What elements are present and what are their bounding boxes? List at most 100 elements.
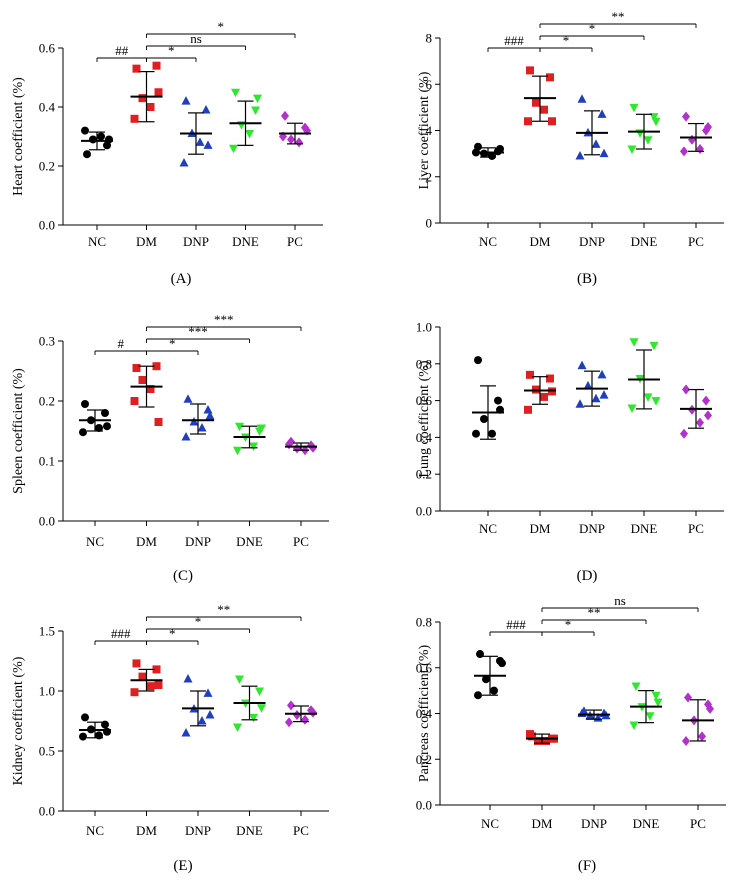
y-tick-label: 1.0: [39, 684, 55, 699]
y-axis-label: Pancreas coefficient (%): [417, 645, 432, 783]
significance-label: *: [218, 19, 225, 34]
chart-panel-d: 0.0 0.2 0.4 0.6 0.8 1.0 NC DM DNP DNE PC Lung coeff…: [416, 320, 724, 584]
data-point-dm: [132, 364, 141, 372]
data-point-dne: [229, 144, 238, 154]
data-point-dnp: [583, 380, 593, 390]
x-tick-label: NC: [479, 521, 497, 536]
data-point-dne: [635, 129, 645, 138]
significance-label: ***: [214, 312, 234, 327]
y-tick-label: 0.6: [39, 41, 56, 56]
data-point-dm: [154, 681, 163, 689]
data-point-dne: [233, 446, 242, 456]
data-point-dnp: [577, 360, 587, 370]
data-point-dne: [643, 136, 653, 145]
x-tick-label: NC: [86, 534, 104, 549]
x-tick-label: NC: [481, 816, 499, 831]
data-point-dne: [233, 723, 242, 732]
data-point-pc: [696, 144, 704, 154]
data-point-pc: [698, 731, 706, 742]
data-point-dm: [146, 682, 155, 691]
data-point-pc: [704, 410, 712, 421]
panel-label: (A): [171, 271, 192, 287]
data-point-nc: [474, 691, 482, 700]
significance-label: **: [588, 605, 601, 620]
data-point-nc: [81, 400, 89, 408]
x-tick-label: DNE: [631, 234, 658, 249]
data-point-nc: [474, 356, 482, 365]
data-point-dm: [546, 374, 554, 383]
data-point-dnp: [183, 394, 193, 403]
data-point-dne: [651, 117, 661, 127]
data-point-nc: [79, 732, 87, 741]
data-point-nc: [103, 422, 111, 431]
data-point-dm: [152, 61, 161, 70]
panel-label: (B): [577, 271, 597, 287]
y-tick-label: 0.4: [416, 430, 433, 445]
x-tick-label: DNE: [633, 816, 660, 831]
data-point-dnp: [189, 417, 199, 426]
data-point-dnp: [201, 104, 211, 114]
data-point-dne: [257, 424, 266, 433]
y-tick-label: 0.3: [39, 334, 55, 349]
data-point-dm: [138, 94, 147, 103]
x-tick-label: DM: [136, 234, 157, 249]
x-tick-label: NC: [479, 234, 497, 249]
data-point-pc: [293, 710, 301, 720]
data-point-pc: [688, 134, 696, 145]
x-tick-label: DNE: [236, 823, 263, 838]
data-point-pc: [702, 395, 710, 406]
data-point-dne: [653, 698, 663, 708]
significance-label: ###: [506, 617, 526, 632]
data-point-dnp: [181, 96, 191, 105]
y-tick-label: 0.0: [39, 218, 55, 233]
data-point-dm: [534, 736, 542, 745]
data-point-dnp: [591, 139, 601, 148]
data-point-pc: [684, 692, 692, 703]
data-point-nc: [101, 409, 109, 417]
data-point-pc: [287, 700, 295, 711]
y-axis-label: Kidney coefficient (%): [11, 656, 26, 785]
data-point-dnp: [179, 158, 189, 167]
data-point-pc: [287, 134, 295, 145]
data-point-nc: [498, 659, 506, 668]
y-tick-label: 0.6: [416, 393, 433, 408]
y-tick-label: 0.5: [39, 744, 55, 759]
significance-label: **: [217, 602, 230, 617]
data-point-dnp: [575, 150, 585, 160]
data-point-dm: [138, 672, 147, 681]
significance-label: *: [589, 21, 596, 36]
data-point-pc: [281, 110, 289, 121]
y-tick-label: 4: [426, 123, 433, 138]
chart-panel-f: 0.0 0.2 0.4 0.6 0.8 NC DM DNP DNE PC Pancreas coef…: [416, 593, 726, 874]
data-point-pc: [680, 146, 688, 157]
data-point-dm: [524, 117, 532, 126]
y-tick-label: 0: [426, 216, 433, 231]
data-point-pc: [309, 707, 317, 718]
data-point-nc: [95, 424, 103, 432]
y-tick-label: 0.0: [416, 798, 432, 813]
y-tick-label: 0.2: [39, 394, 55, 409]
y-tick-label: 1.5: [39, 624, 55, 639]
y-axis-label: Spleen coefficient (%): [11, 368, 26, 494]
data-point-dnp: [181, 432, 191, 441]
y-tick-label: 0.1: [39, 454, 55, 469]
data-point-pc: [696, 417, 704, 428]
data-point-dm: [526, 370, 534, 379]
panel-label: (D): [577, 568, 598, 584]
x-tick-label: DNP: [185, 823, 211, 838]
data-point-dm: [146, 103, 155, 111]
data-point-dne: [649, 113, 659, 122]
data-point-dnp: [599, 148, 609, 158]
data-point-dnp: [597, 369, 607, 379]
data-point-nc: [490, 686, 498, 695]
data-point-pc: [680, 428, 688, 439]
data-point-dne: [257, 704, 266, 713]
data-point-dnp: [597, 109, 607, 118]
data-point-dnp: [599, 390, 609, 399]
x-tick-label: DNP: [579, 521, 605, 536]
data-point-dnp: [575, 399, 585, 408]
y-axis-label: Lung coefficient (%): [417, 360, 432, 477]
data-point-nc: [480, 415, 488, 423]
x-tick-label: NC: [86, 823, 104, 838]
